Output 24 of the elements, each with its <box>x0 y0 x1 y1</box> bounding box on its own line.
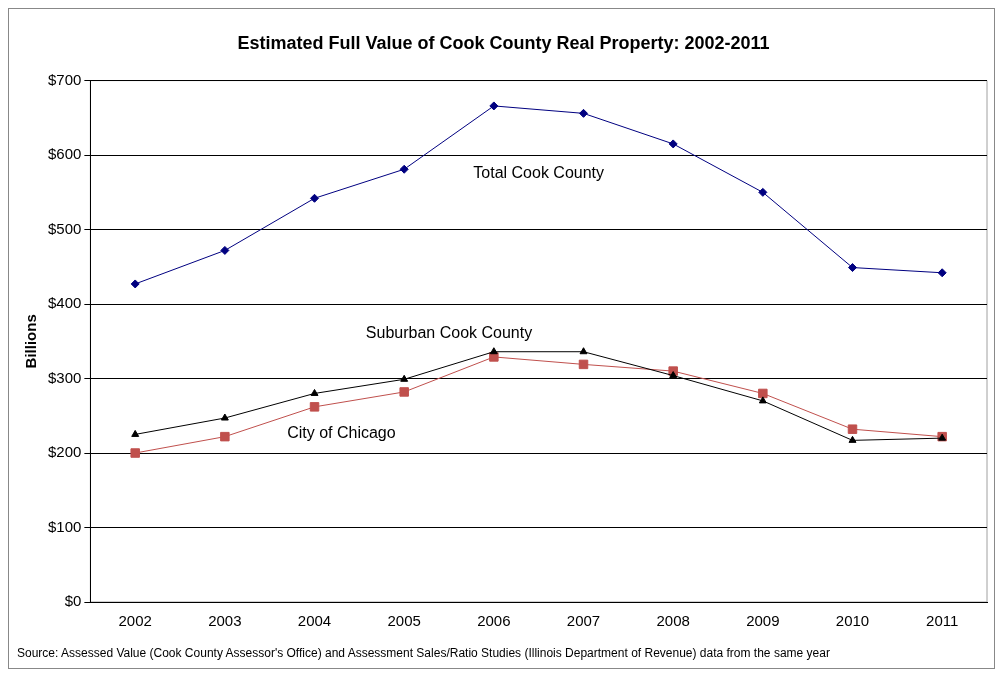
x-tick-label: 2006 <box>477 612 511 630</box>
y-tick-label: $400 <box>47 294 82 312</box>
chart-title: Estimated Full Value of Cook County Real Property: 2002-2011 <box>237 32 770 53</box>
x-tick-label: 2010 <box>835 612 870 630</box>
x-tick-label: 2008 <box>656 612 690 630</box>
x-tick-label: 2003 <box>208 612 242 630</box>
y-axis-title: Billions <box>22 314 40 369</box>
y-tick-label: $300 <box>47 368 82 386</box>
x-tick-label: 2002 <box>118 612 152 630</box>
series-label: Suburban Cook County <box>365 323 533 341</box>
y-tick-label: $700 <box>47 70 82 88</box>
x-tick-label: 2004 <box>297 612 332 630</box>
y-tick-label: $0 <box>64 592 82 610</box>
x-tick-label: 2009 <box>746 612 780 630</box>
y-tick-label: $600 <box>47 145 82 163</box>
x-tick-label: 2011 <box>926 612 959 630</box>
y-tick-label: $500 <box>47 219 82 237</box>
text: Total Cook County <box>473 164 605 182</box>
series-label: City of Chicago <box>287 423 396 441</box>
source-note: Source: Assessed Value (Cook County Assessor's Office) and Assessment Sales/Ratio Studies (Illinois Department of Revenue) data from the same year <box>16 645 831 662</box>
y-tick-label: $100 <box>47 517 82 535</box>
y-tick-label: $200 <box>47 443 82 461</box>
x-tick-label: 2005 <box>387 612 421 630</box>
x-tick-label: 2007 <box>566 612 601 630</box>
